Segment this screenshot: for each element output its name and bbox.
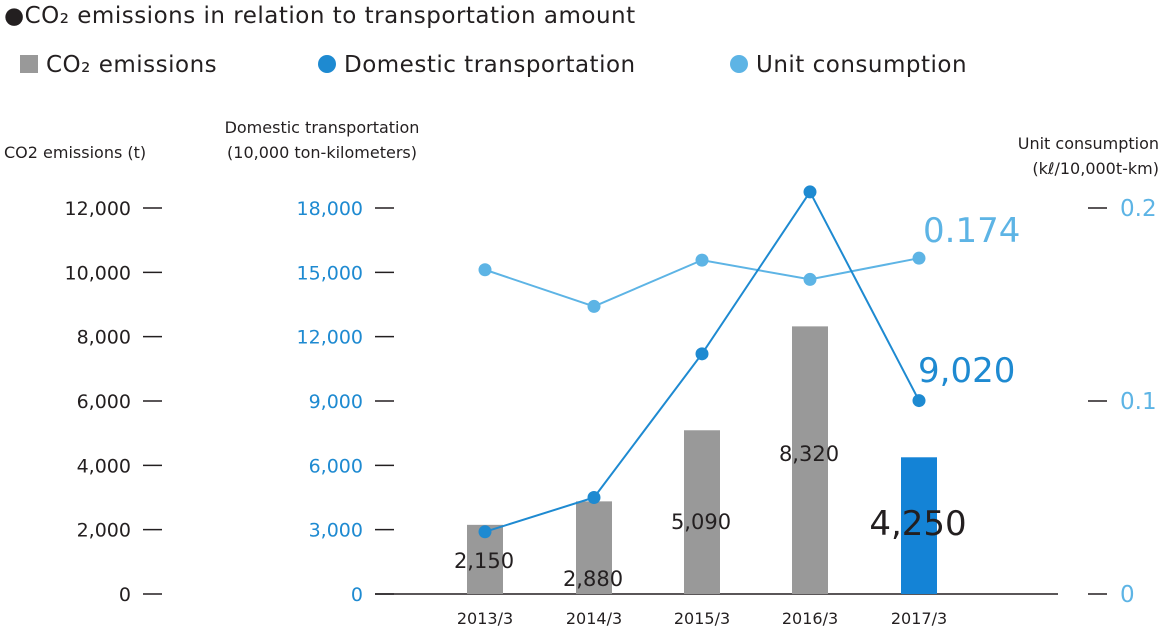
legend-swatch-co2 [20, 55, 38, 73]
category-label: 2015/3 [674, 609, 730, 628]
left-tick-label: 10,000 [65, 262, 131, 284]
co2-bar-label: 4,250 [869, 504, 966, 544]
left-axis-ticks: 0 2,000 4,000 6,000 8,000 10,000 12,000 [65, 198, 162, 606]
category-label: 2016/3 [782, 609, 838, 628]
legend-swatch-unit [730, 55, 748, 73]
unit-consumption-point [695, 253, 709, 267]
unit-consumption-point [587, 299, 601, 313]
co2-bar-labels: 2,150 2,880 5,090 8,320 4,250 [454, 442, 967, 591]
middle-tick-label: 6,000 [309, 455, 363, 477]
legend-swatch-domestic [318, 55, 336, 73]
co2-bar [684, 430, 720, 594]
legend-label-domestic: Domestic transportation [344, 52, 636, 78]
co2-bar-label: 2,150 [454, 549, 514, 573]
unit-consumption-series [478, 251, 926, 313]
co2-bars [467, 326, 937, 594]
annotations: 9,020 0.174 [918, 211, 1020, 391]
middle-tick-label: 0 [351, 584, 363, 606]
right-tick-label: 0.2 [1120, 196, 1157, 222]
domestic-transportation-point [912, 394, 926, 408]
unit-consumption-point [478, 263, 492, 277]
category-label: 2014/3 [566, 609, 622, 628]
domestic-transportation-point [803, 185, 817, 199]
left-tick-label: 0 [119, 584, 131, 606]
category-label: 2017/3 [891, 609, 947, 628]
chart-title: ●CO₂ emissions in relation to transporta… [4, 3, 636, 29]
middle-axis-title-line2: (10,000 ton-kilometers) [227, 143, 417, 162]
domestic-transportation-series [478, 185, 926, 539]
co2-bar [576, 501, 612, 594]
left-tick-label: 6,000 [77, 391, 131, 413]
co2-bar-label: 5,090 [671, 510, 731, 534]
category-label: 2013/3 [457, 609, 513, 628]
middle-axis-title-line1: Domestic transportation [225, 118, 420, 137]
left-tick-label: 4,000 [77, 455, 131, 477]
unit-consumption-point [912, 251, 926, 265]
co2-bar-label: 8,320 [779, 442, 839, 466]
left-tick-label: 8,000 [77, 327, 131, 349]
left-tick-label: 2,000 [77, 520, 131, 542]
legend-label-co2: CO₂ emissions [46, 52, 217, 78]
co2-bar-label: 2,880 [563, 567, 623, 591]
legend-label-unit: Unit consumption [756, 52, 967, 78]
middle-tick-label: 12,000 [297, 327, 363, 349]
left-tick-label: 12,000 [65, 198, 131, 220]
unit-consumption-point [803, 272, 817, 286]
right-axis-ticks: 0 0.1 0.2 [1088, 196, 1157, 608]
middle-tick-label: 18,000 [297, 198, 363, 220]
middle-tick-label: 15,000 [297, 262, 363, 284]
co2-bar [792, 326, 828, 594]
domestic-last-value-label: 9,020 [918, 351, 1015, 391]
category-labels: 2013/3 2014/3 2015/3 2016/3 2017/3 [457, 609, 947, 628]
domestic-transportation-point [695, 347, 709, 361]
left-axis-title: CO2 emissions (t) [4, 143, 146, 162]
domestic-transportation-point [478, 525, 492, 539]
middle-tick-label: 9,000 [309, 391, 363, 413]
middle-tick-label: 3,000 [309, 520, 363, 542]
right-tick-label: 0.1 [1120, 389, 1157, 415]
right-axis-title-line2: (kℓ/10,000t-km) [1032, 159, 1159, 178]
domestic-transportation-point [587, 491, 601, 504]
legend: CO₂ emissions Domestic transportation Un… [20, 52, 967, 78]
co2-bar [901, 457, 937, 594]
unit-last-value-label: 0.174 [923, 211, 1020, 251]
middle-axis-ticks: 0 3,000 6,000 9,000 12,000 15,000 18,000 [297, 198, 394, 606]
right-axis-title-line1: Unit consumption [1018, 134, 1159, 153]
right-tick-label: 0 [1120, 582, 1135, 608]
